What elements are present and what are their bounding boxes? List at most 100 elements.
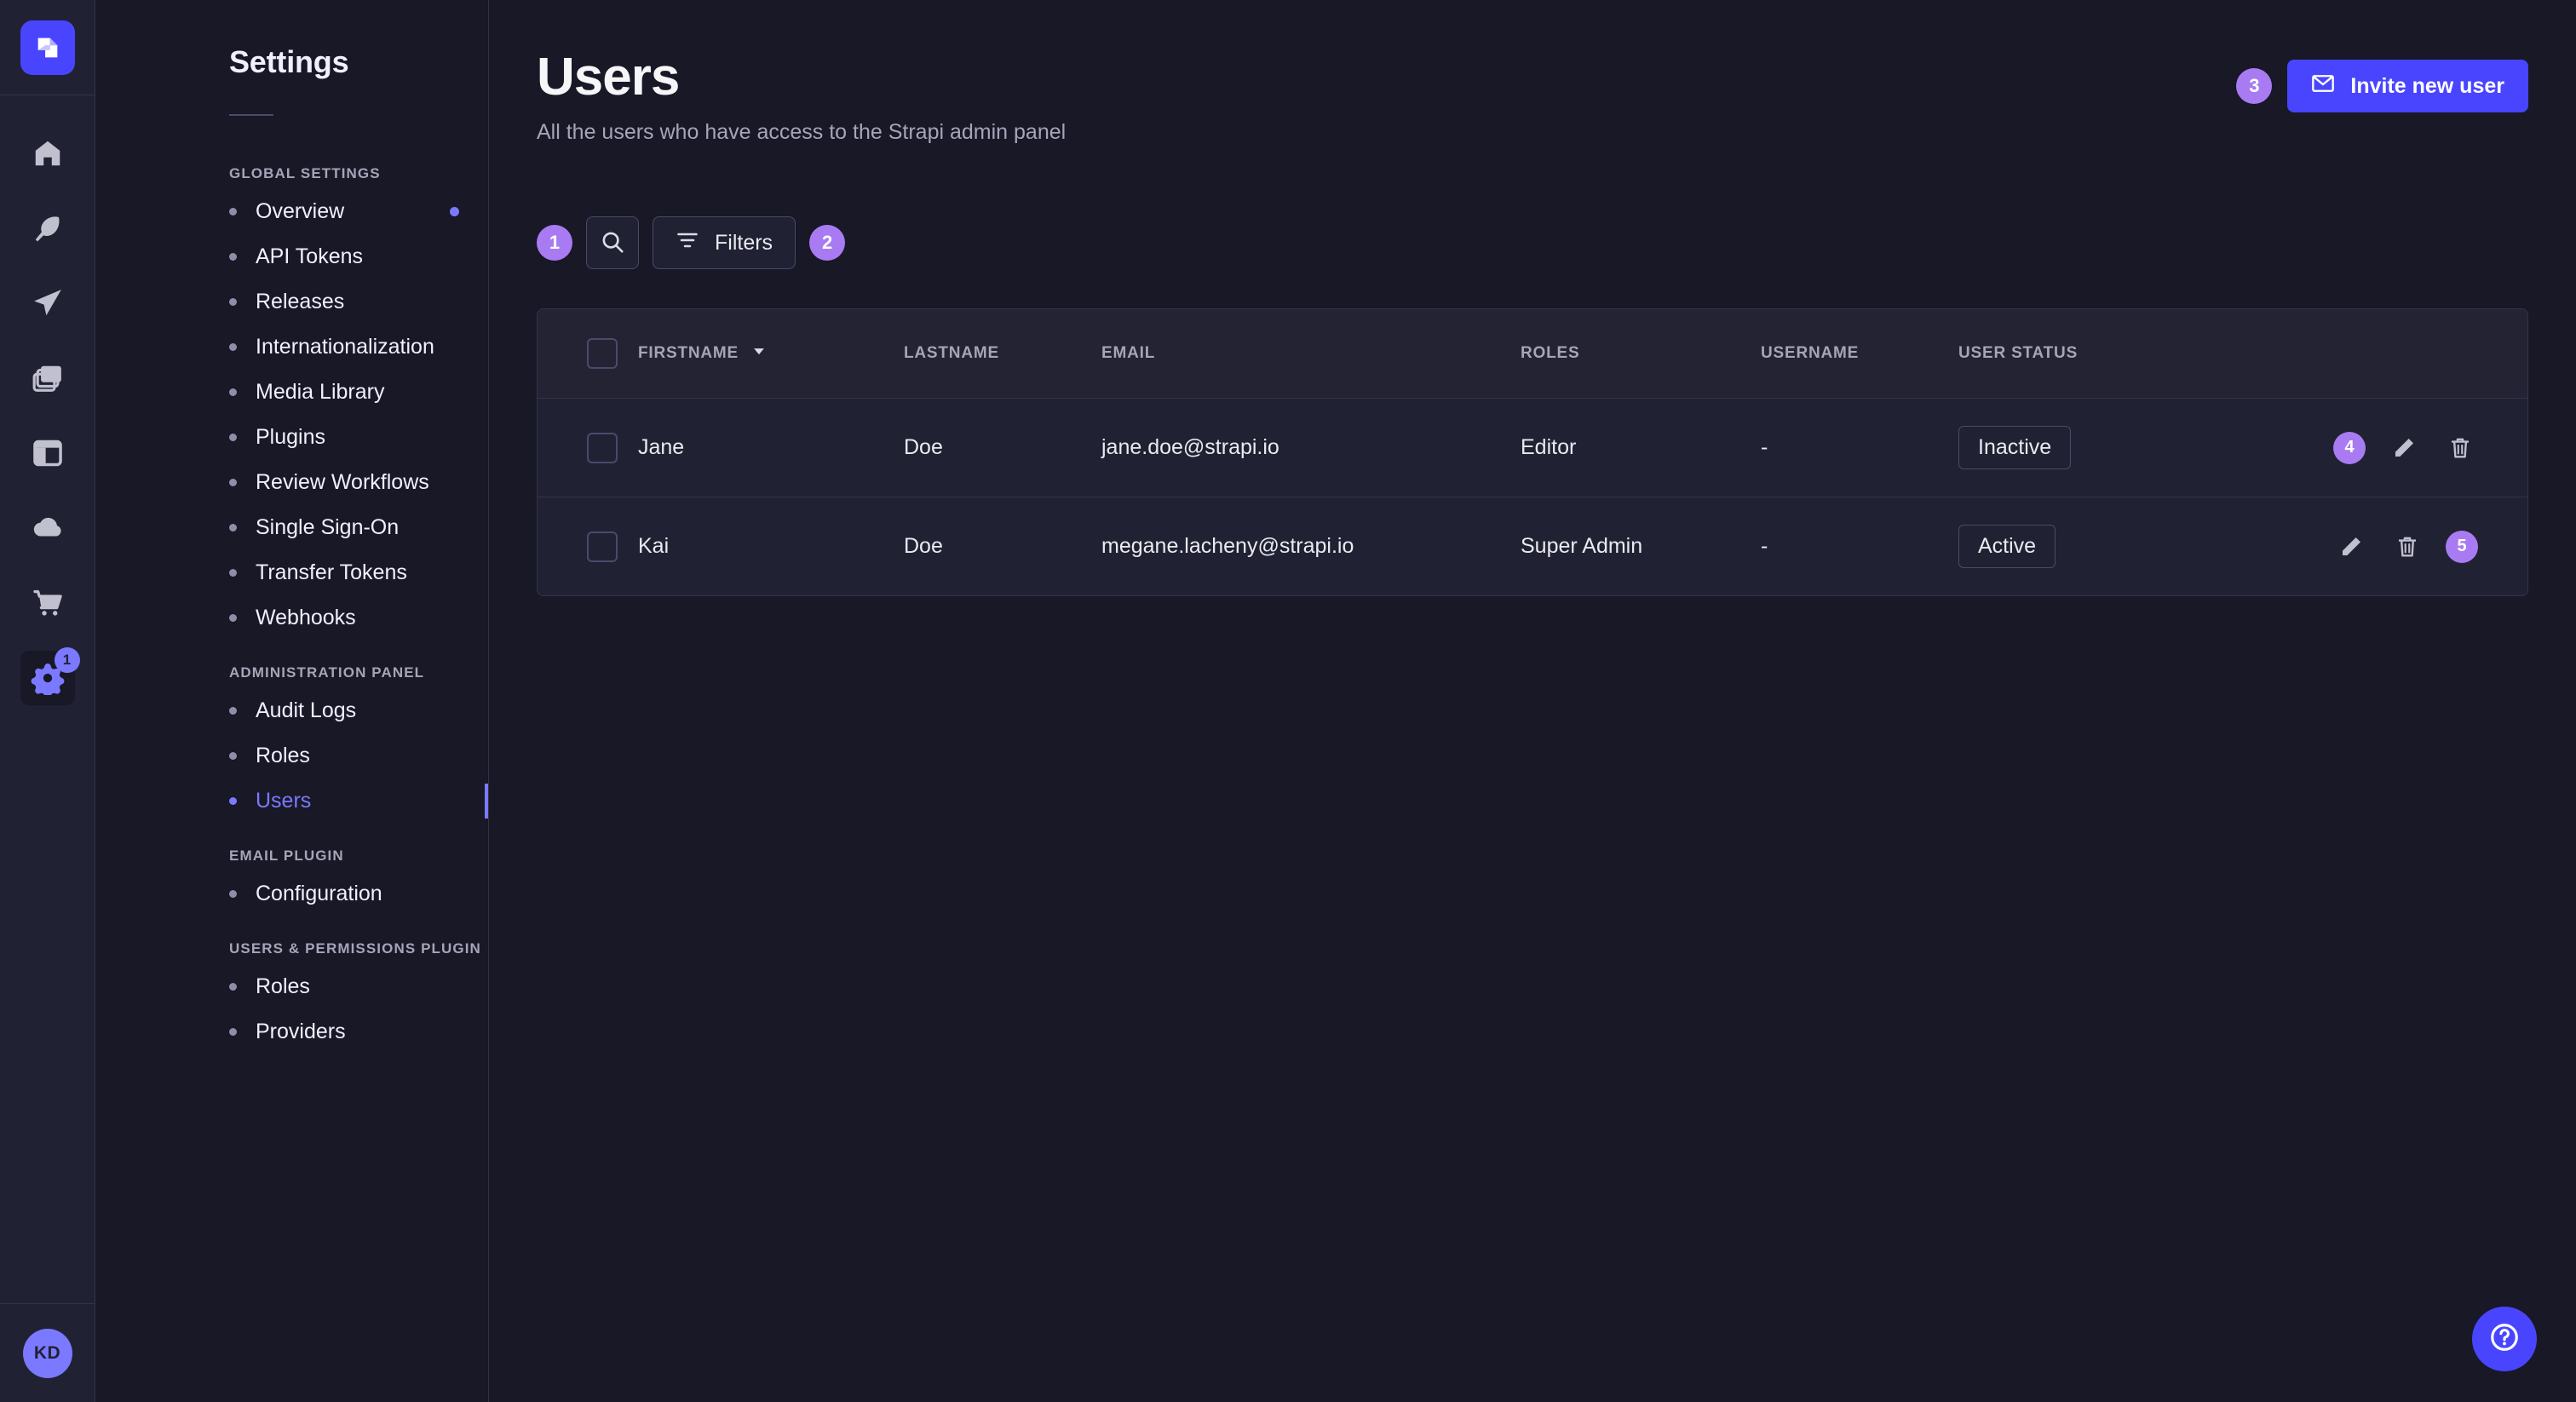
column-header-firstname[interactable]: FIRSTNAME — [638, 309, 904, 399]
paper-plane-icon — [32, 287, 64, 319]
sidebar-item-audit-logs[interactable]: Audit Logs — [95, 688, 488, 733]
sidebar-item-review-workflows[interactable]: Review Workflows — [95, 460, 488, 505]
avatar[interactable]: KD — [22, 1328, 72, 1378]
logo-container — [0, 0, 95, 95]
column-header-roles[interactable]: ROLES — [1521, 309, 1761, 399]
sidebar-item-internationalization[interactable]: Internationalization — [95, 325, 488, 370]
strapi-logo-icon[interactable] — [20, 20, 75, 75]
column-header-username[interactable]: USERNAME — [1761, 309, 1958, 399]
sidebar-item-label: Overview — [256, 199, 345, 223]
sidebar-item-overview[interactable]: Overview — [95, 189, 488, 234]
help-button[interactable] — [2472, 1307, 2537, 1371]
settings-sidebar: Settings GLOBAL SETTINGS Overview API To… — [95, 0, 489, 1402]
sidebar-item-label: Plugins — [256, 425, 325, 449]
cell-lastname: Doe — [904, 398, 1101, 498]
sidebar-item-label: Providers — [256, 1020, 346, 1043]
select-all-header — [538, 309, 638, 399]
trash-icon[interactable] — [2389, 529, 2425, 565]
sidebar-item-label: Roles — [256, 974, 310, 998]
rail-item-settings[interactable]: 1 — [20, 647, 80, 705]
nav-group-title-users-permissions: USERS & PERMISSIONS PLUGIN — [229, 940, 481, 957]
pencil-icon[interactable] — [2386, 430, 2422, 466]
rail-item-home[interactable] — [20, 126, 75, 181]
cell-user-status: Active — [1958, 497, 2240, 596]
sidebar-item-label: Users — [256, 789, 312, 813]
row-checkbox[interactable] — [587, 531, 618, 562]
sidebar-item-plugins[interactable]: Plugins — [95, 415, 488, 460]
sidebar-item-releases[interactable]: Releases — [95, 279, 488, 325]
sidebar-item-webhooks[interactable]: Webhooks — [95, 595, 488, 641]
sidebar-item-single-sign-on[interactable]: Single Sign-On — [95, 505, 488, 550]
column-header-user-status[interactable]: USER STATUS — [1958, 309, 2240, 399]
column-header-actions — [2240, 309, 2527, 399]
sidebar-item-api-tokens[interactable]: API Tokens — [95, 234, 488, 279]
settings-divider — [229, 114, 273, 116]
rail-item-marketplace[interactable] — [20, 576, 75, 630]
bullet-icon — [229, 569, 237, 577]
cloud-icon — [32, 512, 64, 544]
annotation-badge-2: 2 — [809, 225, 846, 261]
column-header-lastname[interactable]: LASTNAME — [904, 309, 1101, 399]
column-header-email[interactable]: EMAIL — [1101, 309, 1521, 399]
caret-down-icon[interactable] — [750, 342, 768, 365]
bullet-icon — [229, 208, 237, 215]
rail-item-media-library[interactable] — [20, 351, 75, 405]
sidebar-item-roles-up[interactable]: Roles — [95, 964, 488, 1009]
filters-button[interactable]: Filters — [653, 216, 796, 270]
annotation-badge-5: 5 — [2446, 530, 2478, 563]
rail-footer: KD — [0, 1303, 95, 1402]
sidebar-item-users[interactable]: Users — [95, 779, 488, 824]
pencil-icon[interactable] — [2333, 529, 2369, 565]
table-toolbar: 1 Filters — [537, 216, 2528, 270]
sidebar-item-transfer-tokens[interactable]: Transfer Tokens — [95, 550, 488, 595]
users-table-card: FIRSTNAME LASTNAME EMAIL — [537, 308, 2528, 597]
table-row[interactable]: Jane Doe jane.doe@strapi.io Editor - Ina… — [538, 398, 2527, 498]
bullet-icon — [229, 983, 237, 991]
cell-firstname: Kai — [638, 534, 670, 559]
sidebar-item-providers[interactable]: Providers — [95, 1009, 488, 1054]
page-header-actions: 3 Invite new user — [2236, 48, 2528, 112]
invite-new-user-button[interactable]: Invite new user — [2287, 60, 2528, 112]
rail-item-content-type-builder[interactable] — [20, 276, 75, 330]
rail-item-pages[interactable] — [20, 426, 75, 480]
search-button[interactable] — [586, 216, 639, 270]
status-badge: Inactive — [1958, 426, 2072, 470]
table-header-row: FIRSTNAME LASTNAME EMAIL — [538, 309, 2527, 399]
cell-actions: 5 — [2240, 497, 2527, 596]
nav-group-title-email-plugin: EMAIL PLUGIN — [229, 848, 344, 864]
layout-icon — [32, 437, 64, 469]
trash-icon[interactable] — [2442, 430, 2478, 466]
cell-username: - — [1761, 534, 1768, 559]
table-row[interactable]: Kai Doe megane.lacheny@strapi.io Super A… — [538, 497, 2527, 596]
rail-item-cloud[interactable] — [20, 501, 75, 555]
settings-sidebar-header: Settings — [95, 0, 488, 116]
bullet-icon — [229, 298, 237, 306]
sidebar-item-configuration[interactable]: Configuration — [95, 871, 488, 916]
cell-firstname: Jane — [638, 398, 904, 498]
page-header: Users All the users who have access to t… — [537, 48, 2528, 145]
sidebar-item-media-library[interactable]: Media Library — [95, 370, 488, 415]
select-all-checkbox[interactable] — [587, 338, 618, 370]
cell-lastname: Doe — [904, 534, 943, 559]
invite-new-user-label: Invite new user — [2350, 73, 2504, 98]
row-checkbox[interactable] — [587, 432, 618, 463]
cell-actions: 4 — [2240, 398, 2527, 498]
sidebar-item-roles-admin[interactable]: Roles — [95, 733, 488, 779]
bullet-icon — [229, 614, 237, 622]
bullet-icon — [229, 707, 237, 715]
bullet-icon — [229, 253, 237, 261]
rail-item-content-manager[interactable] — [20, 201, 75, 256]
annotation-badge-4: 4 — [2333, 431, 2366, 464]
cell-email: megane.lacheny@strapi.io — [1101, 534, 1354, 559]
page-title: Users — [537, 48, 680, 106]
cell-email: jane.doe@strapi.io — [1101, 398, 1521, 498]
annotation-badge-1: 1 — [537, 225, 572, 261]
settings-nav-groups: GLOBAL SETTINGS Overview API Tokens Rele… — [95, 116, 488, 1054]
annotation-badge-3: 3 — [2236, 68, 2273, 104]
home-icon — [32, 137, 64, 170]
bullet-icon — [229, 479, 237, 486]
filters-label: Filters — [715, 230, 773, 255]
users-table-body: Jane Doe jane.doe@strapi.io Editor - Ina… — [538, 398, 2527, 596]
cell-user-status: Inactive — [1958, 398, 2240, 498]
page-header-text: Users All the users who have access to t… — [537, 48, 1066, 145]
